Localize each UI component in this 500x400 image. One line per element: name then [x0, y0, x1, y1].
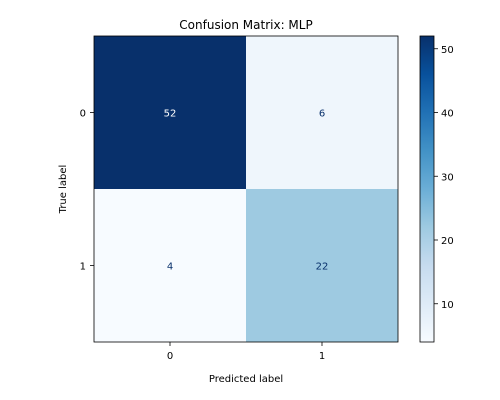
heatmap-cell-1-1 [246, 189, 398, 342]
y-axis-ticks: 01 [80, 109, 94, 273]
chart-title: Confusion Matrix: MLP [179, 18, 312, 32]
heatmap-cells [94, 36, 398, 342]
cell-value-0-1: 6 [319, 109, 325, 120]
y-axis-label: True label [58, 165, 69, 215]
colorbar-tick-label-2: 30 [441, 172, 454, 183]
cell-value-0-0: 52 [164, 109, 177, 120]
heatmap-cell-labels: 52 6 4 22 [164, 109, 329, 273]
cell-value-1-0: 4 [167, 262, 173, 273]
colorbar-tick-label-1: 20 [441, 236, 454, 247]
colorbar [419, 35, 435, 343]
plot-frame [93, 35, 399, 343]
x-tick-label-1: 1 [319, 351, 325, 362]
colorbar-ticks: 10 20 30 40 50 [434, 45, 454, 311]
y-tick-label-0: 0 [80, 109, 86, 120]
x-tick-label-0: 0 [167, 351, 173, 362]
heatmap-cell-0-0 [94, 36, 246, 189]
colorbar-tick-label-3: 40 [441, 109, 454, 120]
heatmap-cell-1-0 [94, 189, 246, 342]
y-tick-label-1: 1 [80, 262, 86, 273]
cell-value-1-1: 22 [316, 262, 329, 273]
x-axis-label: Predicted label [209, 374, 283, 385]
heatmap-cell-0-1 [246, 36, 398, 189]
colorbar-tick-label-0: 10 [441, 300, 454, 311]
colorbar-tick-label-4: 50 [441, 45, 454, 56]
